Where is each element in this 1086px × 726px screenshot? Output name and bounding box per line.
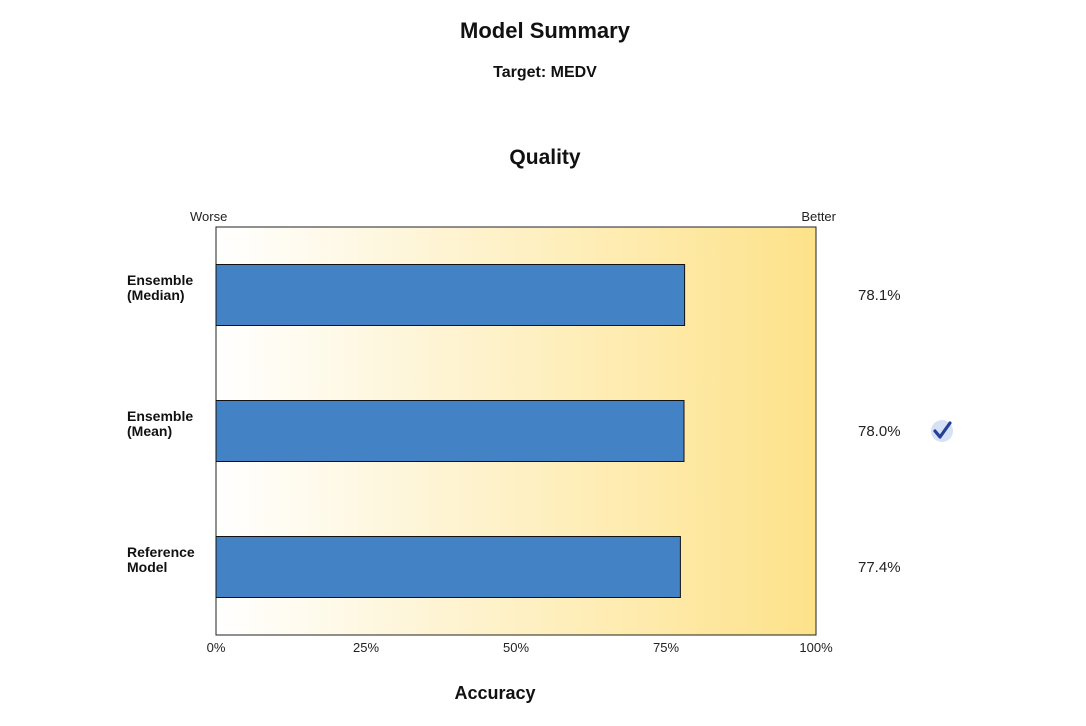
bar: [215, 400, 685, 462]
category-label: Ensemble (Mean): [127, 408, 193, 439]
checkmark-icon: [931, 420, 953, 442]
bar-row: Ensemble (Median) 78.1%: [127, 264, 901, 326]
bar: [215, 264, 686, 326]
value-label: 77.4%: [858, 559, 901, 576]
page-title: Model Summary: [460, 18, 630, 43]
value-label: 78.1%: [858, 287, 901, 304]
scale-worse-label: Worse: [190, 209, 227, 224]
chart-title: Quality: [509, 146, 581, 169]
x-tick-label: 25%: [353, 640, 379, 655]
target-subtitle: Target: MEDV: [493, 64, 597, 81]
x-tick-label: 0%: [207, 640, 226, 655]
value-label: 78.0%: [858, 423, 901, 440]
x-tick-label: 100%: [799, 640, 833, 655]
bar-row: Reference Model 77.4%: [127, 536, 901, 598]
category-label: Ensemble (Median): [127, 272, 193, 303]
x-tick-label: 75%: [653, 640, 679, 655]
x-axis-label: Accuracy: [454, 683, 535, 703]
scale-better-label: Better: [801, 209, 836, 224]
category-label: Reference Model: [127, 544, 195, 575]
x-tick-label: 50%: [503, 640, 529, 655]
bar-row: Ensemble (Mean) 78.0%: [127, 400, 953, 462]
bar: [215, 536, 681, 598]
